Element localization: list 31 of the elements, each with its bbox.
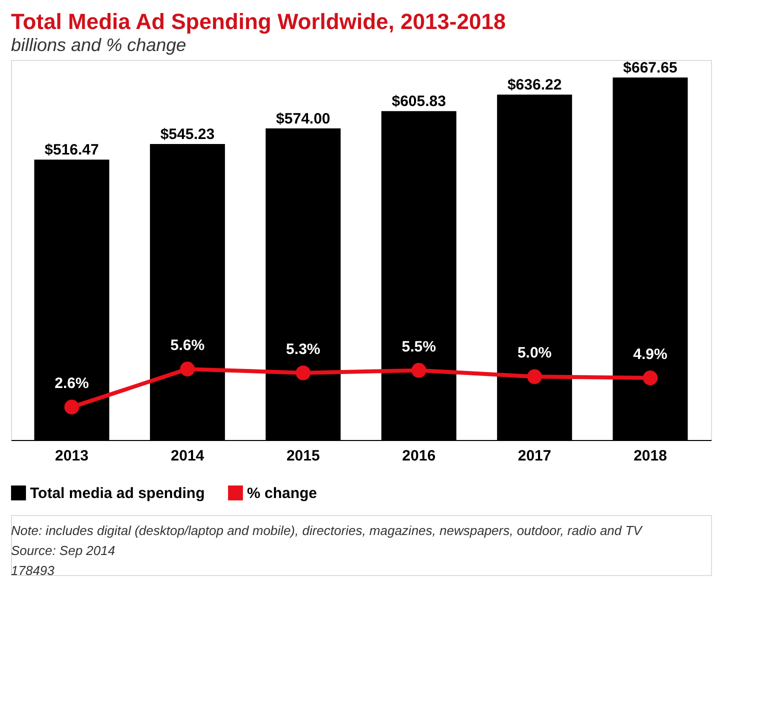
data-label: $545.23 (160, 126, 215, 144)
x-tick-label: 2015 (286, 448, 320, 464)
data-label: 5.0% (517, 344, 552, 362)
data-label: $574.00 (276, 110, 330, 128)
legend-label: % change (247, 484, 318, 502)
legend-label: Total media ad spending (30, 484, 205, 502)
x-tick-label: 2013 (55, 448, 88, 464)
text: 178493 (11, 563, 56, 578)
x-tick-label: 2016 (402, 448, 436, 464)
data-label: $516.47 (44, 142, 99, 159)
point (296, 365, 311, 380)
point (527, 369, 542, 384)
point (411, 362, 426, 378)
x-tick-label: 2018 (634, 448, 667, 464)
source-note: Source: Sep 2014 (11, 543, 116, 558)
chart-title: Total Media Ad Spending Worldwide, 2013-2018 (11, 9, 506, 34)
data-label: 2.6% (54, 375, 89, 392)
data-label: 5.3% (286, 340, 320, 358)
data-label: $605.83 (392, 93, 446, 110)
data-label: 4.9% (633, 346, 668, 363)
point (642, 370, 658, 386)
data-label: $636.22 (507, 76, 562, 94)
data-label: 5.6% (170, 337, 205, 354)
x-tick-label: 2014 (170, 448, 205, 464)
data-label: 5.5% (402, 338, 436, 356)
x-tick-label: 2017 (518, 448, 552, 464)
chart-subtitle: billions and % change (11, 35, 186, 55)
point (180, 362, 195, 376)
text: Note: includes digital (desktop/laptop and mobile), directories, magazines, newspapers, outdoor, radio and TV (11, 523, 644, 538)
data-label: $667.65 (623, 60, 678, 77)
point (64, 400, 80, 414)
